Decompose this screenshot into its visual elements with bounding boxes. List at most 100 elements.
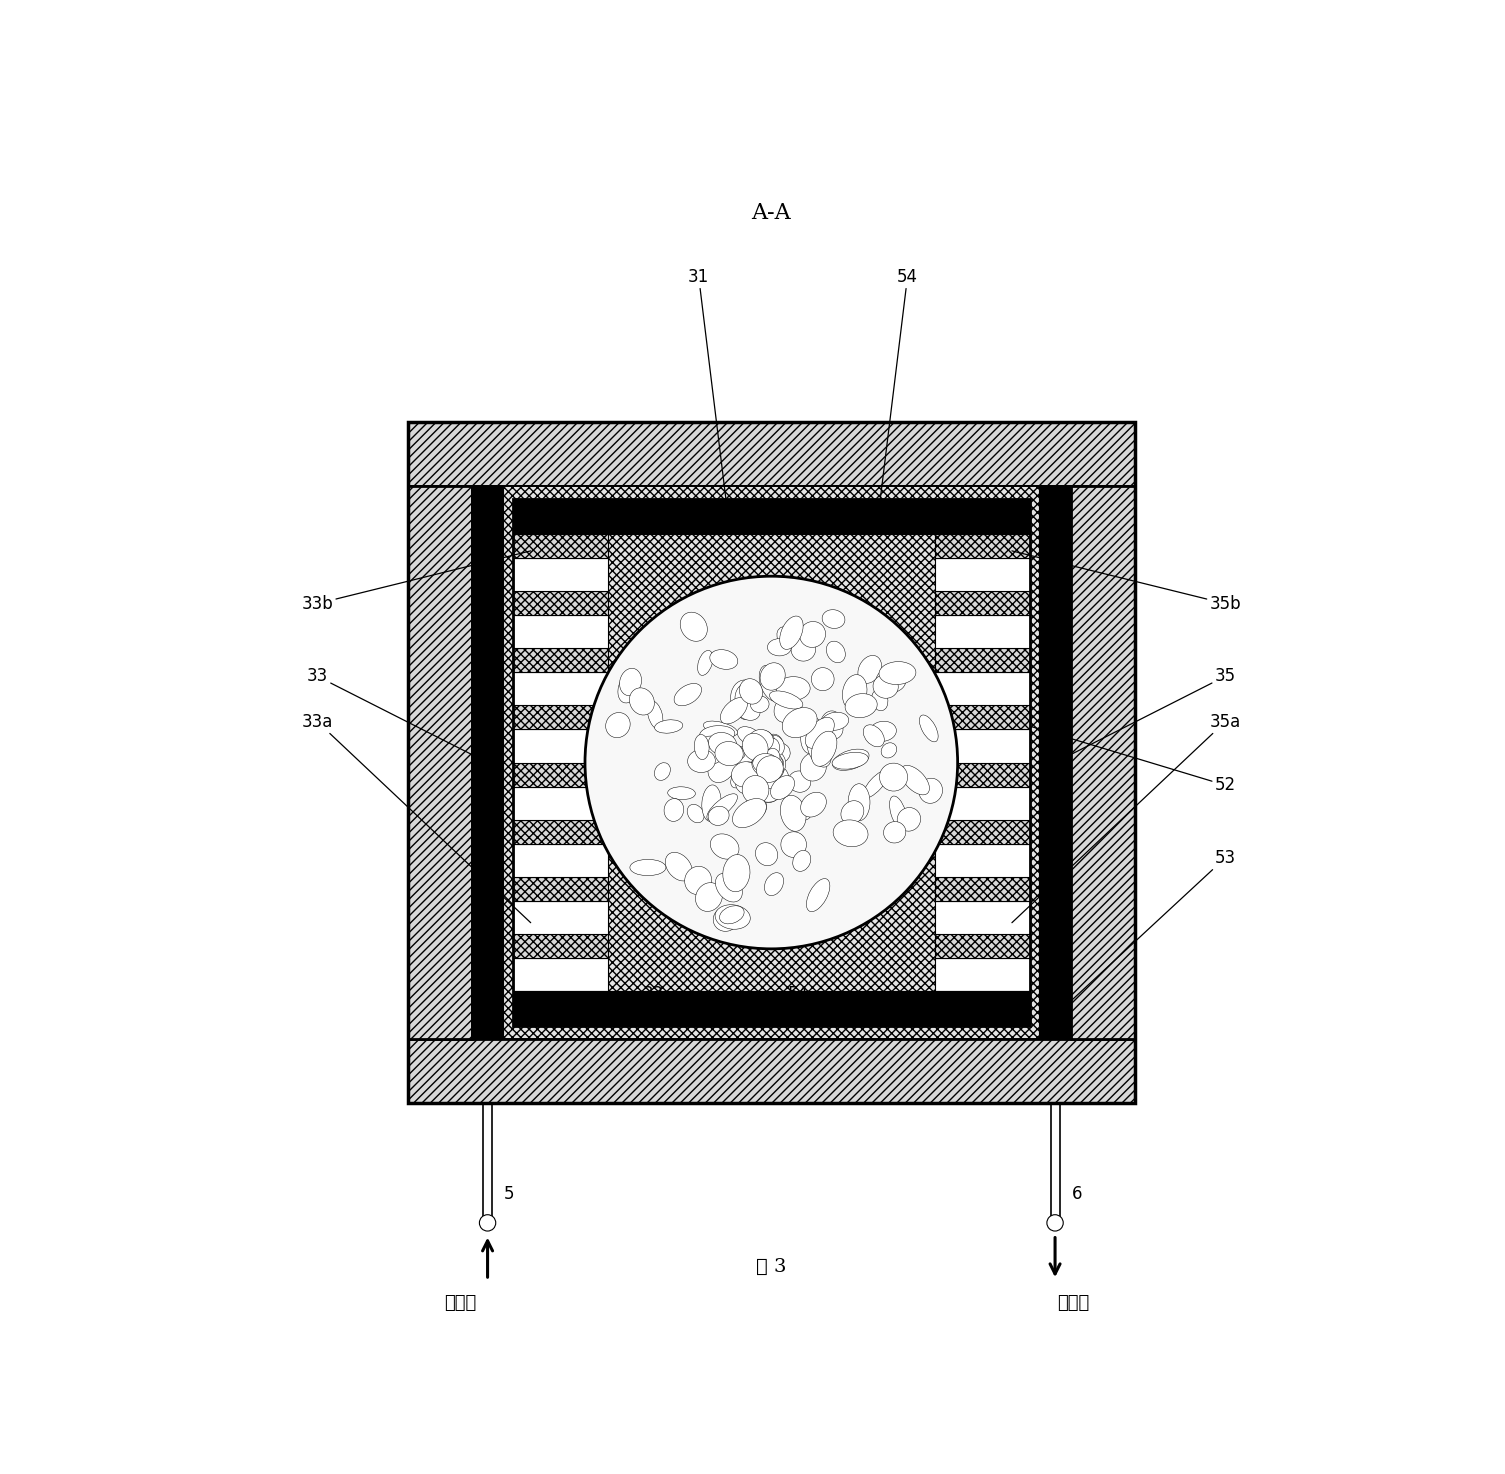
Ellipse shape — [771, 775, 795, 799]
Ellipse shape — [754, 762, 789, 789]
Ellipse shape — [736, 699, 754, 719]
Ellipse shape — [695, 883, 722, 911]
Bar — [935, 706, 1029, 730]
Ellipse shape — [737, 727, 762, 746]
Ellipse shape — [685, 867, 712, 895]
Ellipse shape — [920, 715, 938, 741]
Ellipse shape — [721, 697, 748, 724]
Bar — [935, 730, 1029, 762]
Bar — [513, 649, 608, 672]
Bar — [513, 500, 1029, 534]
Ellipse shape — [759, 783, 780, 802]
Ellipse shape — [871, 690, 888, 710]
Bar — [513, 534, 608, 557]
Ellipse shape — [749, 744, 771, 781]
Ellipse shape — [771, 743, 790, 762]
Ellipse shape — [832, 749, 868, 771]
Bar — [513, 787, 608, 820]
Ellipse shape — [731, 762, 759, 787]
Circle shape — [1047, 1215, 1063, 1231]
Bar — [513, 958, 608, 992]
Bar — [513, 730, 608, 762]
Ellipse shape — [768, 638, 792, 656]
Text: 52: 52 — [1029, 727, 1236, 794]
Ellipse shape — [655, 762, 670, 780]
Ellipse shape — [789, 771, 811, 793]
Ellipse shape — [879, 662, 917, 684]
Ellipse shape — [700, 725, 734, 743]
Ellipse shape — [694, 734, 709, 759]
Ellipse shape — [698, 736, 724, 764]
Ellipse shape — [883, 821, 906, 843]
Text: 32: 32 — [643, 985, 725, 1021]
Ellipse shape — [742, 775, 769, 803]
Ellipse shape — [873, 675, 898, 699]
Ellipse shape — [801, 792, 826, 817]
Ellipse shape — [707, 794, 737, 821]
Ellipse shape — [734, 699, 760, 721]
Ellipse shape — [746, 766, 769, 786]
Ellipse shape — [801, 753, 826, 781]
Ellipse shape — [752, 756, 784, 780]
Ellipse shape — [801, 718, 823, 753]
Ellipse shape — [647, 702, 662, 730]
Ellipse shape — [846, 694, 877, 718]
Ellipse shape — [765, 873, 784, 896]
Ellipse shape — [793, 850, 811, 871]
Bar — [513, 762, 608, 787]
Ellipse shape — [832, 752, 868, 769]
Text: 54: 54 — [789, 985, 817, 1021]
Ellipse shape — [823, 718, 843, 740]
Bar — [513, 615, 608, 649]
Bar — [1038, 485, 1072, 1039]
Text: 33a: 33a — [301, 712, 531, 923]
Bar — [935, 591, 1029, 615]
Ellipse shape — [864, 725, 885, 747]
Bar — [935, 615, 1029, 649]
Bar — [513, 877, 608, 901]
Ellipse shape — [734, 682, 762, 713]
Bar — [935, 534, 1029, 557]
Ellipse shape — [709, 740, 745, 761]
Text: 33: 33 — [307, 668, 488, 762]
Ellipse shape — [746, 750, 775, 780]
Bar — [513, 557, 608, 591]
Ellipse shape — [730, 680, 759, 716]
Circle shape — [585, 576, 957, 949]
Ellipse shape — [766, 736, 784, 756]
Ellipse shape — [880, 743, 897, 758]
Ellipse shape — [710, 650, 737, 669]
Bar — [408, 1039, 1135, 1103]
Ellipse shape — [763, 749, 780, 772]
Bar — [513, 843, 608, 877]
Ellipse shape — [811, 668, 834, 691]
Bar — [935, 787, 1029, 820]
Bar — [513, 820, 608, 843]
Bar — [935, 820, 1029, 843]
Ellipse shape — [733, 799, 766, 828]
Bar — [935, 935, 1029, 958]
Ellipse shape — [781, 796, 807, 831]
Bar — [513, 706, 608, 730]
Ellipse shape — [740, 758, 772, 781]
Ellipse shape — [920, 778, 942, 803]
Bar — [471, 485, 504, 1039]
Ellipse shape — [715, 741, 743, 765]
Ellipse shape — [858, 656, 882, 684]
Text: 出水口: 出水口 — [1057, 1294, 1090, 1312]
Ellipse shape — [688, 749, 715, 772]
Ellipse shape — [849, 784, 870, 821]
Text: 5: 5 — [504, 1185, 515, 1203]
Ellipse shape — [731, 762, 754, 789]
Ellipse shape — [715, 873, 742, 902]
Ellipse shape — [826, 641, 846, 663]
Bar — [1072, 485, 1135, 1039]
Bar — [513, 992, 1029, 1026]
Ellipse shape — [870, 721, 897, 741]
Ellipse shape — [736, 775, 756, 794]
Ellipse shape — [745, 796, 766, 818]
Bar — [935, 649, 1029, 672]
Ellipse shape — [707, 749, 737, 783]
Bar — [408, 422, 1135, 485]
Ellipse shape — [629, 688, 655, 715]
